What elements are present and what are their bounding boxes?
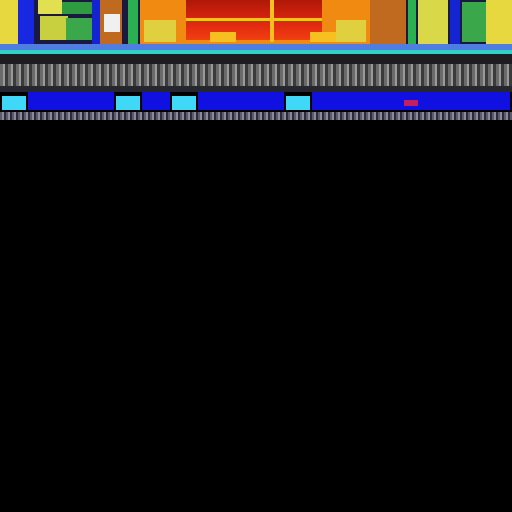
upper-scene: [0, 0, 512, 120]
left-building-post: [128, 0, 138, 44]
right-building-door: [370, 0, 406, 44]
stage-pole: [270, 0, 274, 42]
cyan-block: [116, 96, 140, 110]
left-building-pillar: [92, 0, 100, 44]
stage-side-block: [336, 20, 366, 42]
left-building-window: [40, 16, 68, 40]
left-building: [0, 0, 140, 48]
left-building-window: [38, 0, 62, 14]
scene-bottom-edge: [0, 112, 512, 120]
left-building-sign: [104, 14, 120, 32]
floor-stripe-cyan: [0, 50, 512, 54]
left-building-pillar: [18, 0, 34, 44]
left-building-wall: [0, 0, 18, 44]
stage-beam: [186, 18, 322, 21]
stage-step: [210, 32, 236, 42]
left-building-trim: [62, 2, 92, 14]
floor-gravel: [0, 64, 512, 86]
stage-step: [310, 32, 336, 42]
floor-stripe-blue: [0, 44, 512, 50]
right-building-window: [418, 0, 448, 44]
blank-lower-area: [0, 120, 512, 512]
floor-shadow: [0, 86, 512, 92]
blue-block: [198, 92, 284, 110]
cyan-block: [2, 96, 26, 110]
stage-side-block: [144, 20, 176, 42]
right-building-wall: [486, 0, 512, 44]
platform-marker: [404, 100, 418, 106]
right-building-trim: [462, 2, 486, 42]
cyan-block: [286, 96, 310, 110]
right-building: [370, 0, 512, 48]
cyan-block: [172, 96, 196, 110]
right-building-pillar: [450, 0, 460, 44]
left-building-trim: [66, 18, 92, 40]
floor-stripe-dark: [0, 54, 512, 64]
platform-row: [0, 92, 512, 112]
blue-block: [142, 92, 170, 110]
center-stage: [140, 0, 370, 48]
blue-block: [28, 92, 114, 110]
right-building-post: [408, 0, 416, 44]
